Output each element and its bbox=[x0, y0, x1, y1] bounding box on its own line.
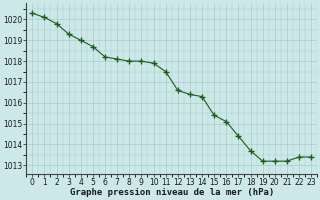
X-axis label: Graphe pression niveau de la mer (hPa): Graphe pression niveau de la mer (hPa) bbox=[69, 188, 274, 197]
